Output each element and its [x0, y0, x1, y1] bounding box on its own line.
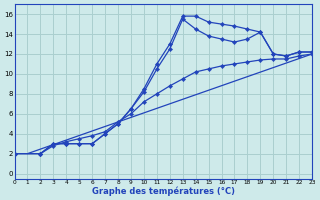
X-axis label: Graphe des températures (°C): Graphe des températures (°C)	[92, 186, 235, 196]
